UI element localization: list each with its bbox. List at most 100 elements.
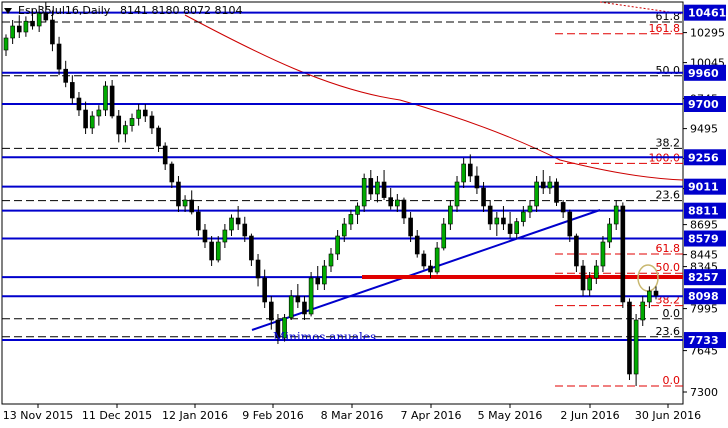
candle-body: [322, 265, 327, 285]
x-tick-label: 8 Mar 2016: [321, 409, 384, 422]
candle: [83, 101, 88, 134]
candle-body: [116, 115, 122, 135]
y-tick-label: 9495: [690, 123, 718, 136]
candle: [43, 2, 49, 23]
candle-body: [653, 290, 659, 296]
candle-body: [640, 301, 646, 321]
candle-body: [70, 82, 75, 99]
candle: [335, 230, 340, 260]
candle: [315, 266, 321, 290]
x-tick-label: 11 Dec 2015: [82, 409, 152, 422]
candle-body: [282, 317, 287, 339]
candle: [103, 81, 108, 116]
candle: [501, 206, 506, 230]
candle: [142, 104, 148, 122]
level-price-label: 9011: [688, 181, 719, 194]
level-price-label: 9960: [688, 67, 719, 80]
candle: [109, 80, 115, 119]
candle-body: [23, 20, 29, 33]
candle-body: [421, 253, 427, 267]
candle-body: [328, 253, 334, 267]
x-tick-label: 7 Apr 2016: [400, 409, 461, 422]
candle: [381, 170, 387, 200]
candle-body: [149, 115, 155, 129]
candle-body: [554, 181, 559, 203]
candle-body: [441, 223, 447, 249]
candle: [627, 298, 632, 380]
candle: [308, 272, 314, 317]
candle-body: [594, 265, 599, 279]
candle: [653, 286, 659, 300]
candle: [322, 260, 327, 290]
candle: [182, 195, 188, 212]
candle-body: [103, 85, 108, 111]
candle: [176, 176, 181, 212]
candle-body: [169, 163, 175, 183]
candle: [202, 224, 208, 248]
candle-body: [10, 25, 15, 39]
candle-body: [348, 214, 354, 225]
candle-body: [361, 178, 367, 207]
candle: [169, 161, 175, 188]
candle: [428, 260, 433, 278]
level-price-box: [684, 64, 726, 81]
candle: [600, 236, 606, 272]
chart-symbol-label: Esp35Jul16,Daily: [18, 4, 111, 17]
fib-red-label: 50.0: [656, 261, 681, 274]
candle-body: [461, 163, 466, 183]
candle: [554, 178, 559, 206]
candle-body: [56, 43, 62, 70]
candle: [388, 188, 393, 210]
candle-body: [36, 12, 42, 27]
candle: [355, 202, 360, 224]
candle-body: [414, 235, 420, 255]
candle-body: [620, 205, 626, 303]
candle-body: [76, 97, 82, 111]
x-tick-label: 9 Feb 2016: [242, 409, 303, 422]
candle: [189, 190, 195, 215]
candle-body: [242, 223, 248, 237]
candle-body: [209, 241, 214, 261]
level-price-label: 8811: [688, 205, 719, 218]
candle: [527, 200, 533, 218]
level-price-label: 9700: [688, 98, 719, 111]
level-price-label: 9256: [688, 151, 719, 164]
candle: [156, 125, 161, 152]
candle-body: [587, 277, 592, 291]
candle: [467, 154, 473, 182]
candle-body: [249, 235, 254, 261]
candle-body: [527, 205, 533, 213]
candle: [96, 105, 102, 126]
candle-body: [83, 109, 88, 129]
fib-red-label: 61.8: [656, 242, 681, 255]
candle-body: [454, 181, 460, 207]
candle-body: [494, 217, 500, 225]
candle-body: [308, 277, 314, 315]
candle-body: [129, 118, 135, 126]
candle: [229, 214, 234, 236]
candle: [30, 10, 35, 30]
candle: [136, 104, 141, 126]
fib-gray-label: 50.0: [656, 64, 681, 77]
candle: [521, 206, 526, 227]
level-price-label: 8579: [688, 233, 719, 246]
candle-body: [16, 25, 22, 33]
level-price-box: [684, 332, 726, 349]
candle-body: [501, 217, 506, 225]
candle-body: [30, 20, 35, 27]
candle: [282, 314, 287, 342]
candle: [361, 173, 367, 212]
candle: [149, 111, 155, 134]
candle-body: [474, 175, 480, 189]
fib-gray-label: 23.6: [656, 189, 681, 202]
candle: [3, 34, 9, 56]
candle-body: [600, 241, 606, 267]
candle: [607, 218, 612, 248]
candle-body: [521, 211, 526, 222]
level-price-label: 10461: [688, 7, 726, 20]
candle: [368, 170, 374, 200]
candle-body: [109, 85, 115, 117]
candle: [401, 197, 407, 224]
candle-body: [235, 217, 241, 225]
